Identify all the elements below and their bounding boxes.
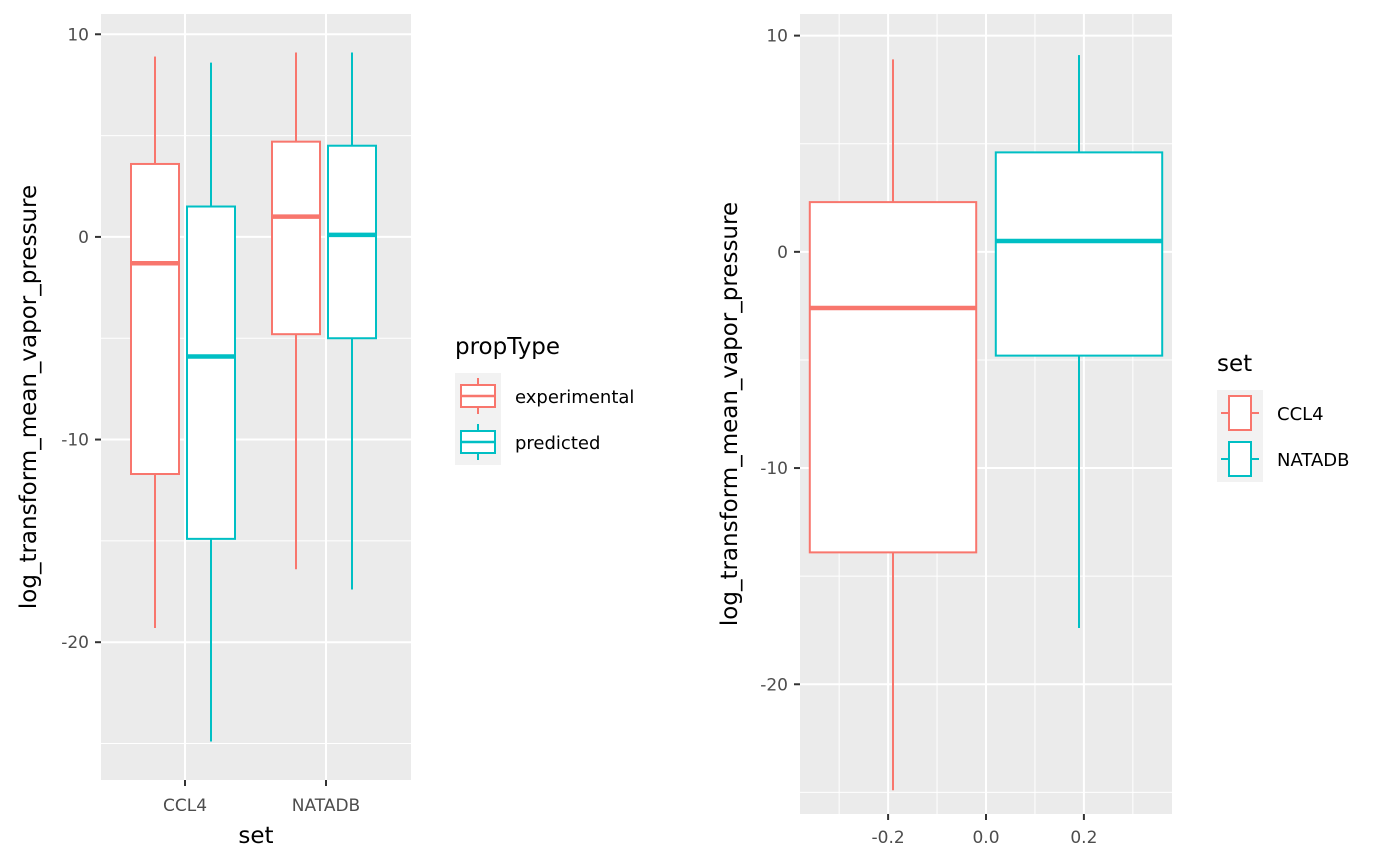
left-box [186, 205, 236, 540]
right-panel: 10 0 -10 -20 -0.2 0.0 0.2 log_transform_mean_v… [717, 14, 1350, 848]
left-x-tick-label: CCL4 [163, 796, 207, 816]
left-y-tick-label: -10 [61, 431, 89, 451]
left-x-tick-label: NATADB [292, 796, 360, 816]
left-gridlines [101, 14, 411, 780]
right-box [994, 151, 1164, 357]
right-legend-label: CCL4 [1277, 404, 1324, 425]
right-x-tick-label: 0.0 [972, 828, 999, 848]
left-y-axis-title: log_transform_mean_vapor_pressure [16, 185, 42, 609]
right-legend-title: set [1217, 351, 1252, 377]
right-boxes [808, 55, 1164, 791]
right-y-tick-label: -10 [760, 459, 788, 479]
left-legend-label: experimental [515, 387, 634, 408]
left-box [271, 140, 321, 336]
left-box [130, 162, 180, 476]
left-y-tick-label: 0 [78, 228, 89, 248]
right-box [808, 201, 978, 554]
left-box [327, 144, 377, 340]
right-x-tick-label: 0.2 [1070, 828, 1097, 848]
right-axes: 10 0 -10 -20 -0.2 0.0 0.2 [760, 27, 1097, 848]
right-y-tick-label: -20 [760, 675, 788, 695]
right-y-axis-title: log_transform_mean_vapor_pressure [717, 202, 743, 626]
right-y-tick-label: 10 [766, 27, 788, 47]
left-legend-label: predicted [515, 433, 600, 454]
left-y-tick-label: 10 [67, 25, 89, 45]
right-x-tick-label: -0.2 [872, 828, 905, 848]
left-legend-title: propType [455, 334, 560, 360]
right-legend-key-box [1228, 441, 1252, 477]
right-legend: set CCL4 NATADB [1217, 351, 1350, 482]
right-gridlines [800, 14, 1172, 814]
left-boxes [130, 52, 377, 742]
left-axes: 10 0 -10 -20 CCL4 NATADB [61, 25, 360, 816]
left-y-tick-label: -20 [61, 633, 89, 653]
left-legend: propType experimental predicted [455, 334, 634, 465]
left-panel: 10 0 -10 -20 CCL4 NATADB set log_transform_me… [16, 14, 634, 849]
right-legend-key-box [1228, 395, 1252, 431]
right-legend-label: NATADB [1277, 450, 1350, 471]
left-x-axis-title: set [238, 823, 273, 849]
right-y-tick-label: 0 [777, 243, 788, 263]
